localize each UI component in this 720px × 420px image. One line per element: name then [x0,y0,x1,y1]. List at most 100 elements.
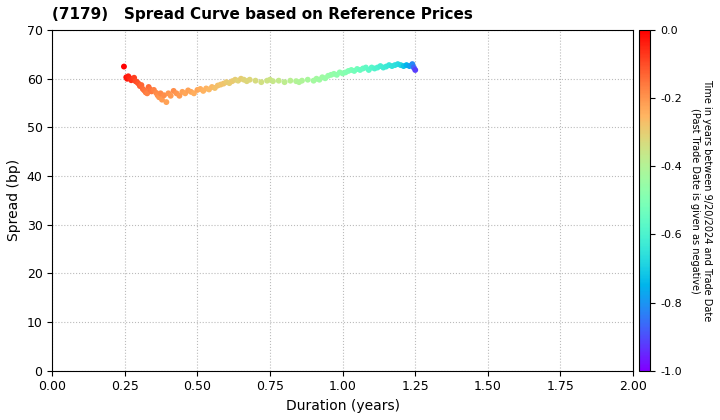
Point [171,90,182,97]
Point [158,92,170,99]
Point [206,84,217,90]
Point [135,82,147,89]
Point [404,63,415,69]
Point [331,71,343,78]
Point [398,63,410,69]
Point [380,63,392,70]
Point [203,86,215,93]
Point [256,79,267,86]
Point [235,75,247,82]
Point [221,79,233,86]
Point [188,90,199,97]
Point [200,85,212,92]
Point [218,80,230,87]
Point [354,67,366,74]
Point [138,87,150,94]
Point [250,77,261,84]
Point [156,96,168,103]
Point [122,75,133,82]
Point [127,76,138,83]
Point [290,78,302,84]
Point [346,67,357,74]
Point [351,66,363,72]
Point [337,70,348,77]
Point [273,77,284,84]
Point [163,90,174,97]
Point [150,89,162,96]
Point [125,77,137,84]
Point [325,71,337,78]
Point [372,64,383,71]
Point [261,77,273,84]
Point [148,87,160,93]
Point [155,90,166,97]
Point [176,89,188,95]
Point [118,63,130,70]
Point [212,82,223,89]
Point [408,64,420,71]
Point [386,63,397,69]
Y-axis label: Time in years between 9/20/2024 and Trade Date
(Past Trade Date is given as nega: Time in years between 9/20/2024 and Trad… [690,79,712,322]
Point [340,69,351,76]
Point [317,74,328,81]
Point [360,64,372,71]
Point [308,77,320,84]
Point [296,77,307,84]
Point [244,76,256,83]
Point [395,62,407,68]
Point [168,87,179,94]
Point [144,86,156,93]
Point [182,87,194,94]
Point [124,75,135,81]
Point [302,76,313,83]
Point [230,76,241,83]
Point [264,76,276,83]
Point [130,78,141,84]
Point [320,75,331,81]
Point [128,74,140,81]
Point [174,92,185,99]
Point [293,79,305,86]
Point [348,68,360,74]
Point [389,62,400,68]
Text: (7179)   Spread Curve based on Reference Prices: (7179) Spread Curve based on Reference P… [53,7,473,22]
Point [215,81,226,88]
Point [267,78,279,84]
Point [374,63,386,69]
Point [227,78,238,84]
Point [143,84,154,90]
Point [161,99,172,105]
Point [410,67,421,74]
Point [311,75,323,82]
X-axis label: Duration (years): Duration (years) [286,399,400,413]
Point [132,80,144,87]
Point [314,76,325,83]
Point [140,89,151,96]
Point [224,80,235,87]
Point [152,92,163,99]
Point [343,68,354,74]
Point [197,87,209,94]
Point [165,92,176,99]
Point [134,83,145,89]
Point [145,88,157,95]
Point [153,94,165,100]
Point [141,90,153,97]
Point [192,87,203,93]
Point [377,64,389,71]
Point [328,71,340,77]
Point [383,62,395,68]
Point [363,67,374,74]
Point [137,86,148,92]
Point [334,69,346,76]
Point [179,90,191,97]
Point [238,76,250,83]
Point [401,62,413,68]
Y-axis label: Spread (bp): Spread (bp) [7,159,21,242]
Point [194,86,206,92]
Point [357,65,369,72]
Point [369,65,380,72]
Point [366,64,377,71]
Point [284,77,296,84]
Point [185,89,197,95]
